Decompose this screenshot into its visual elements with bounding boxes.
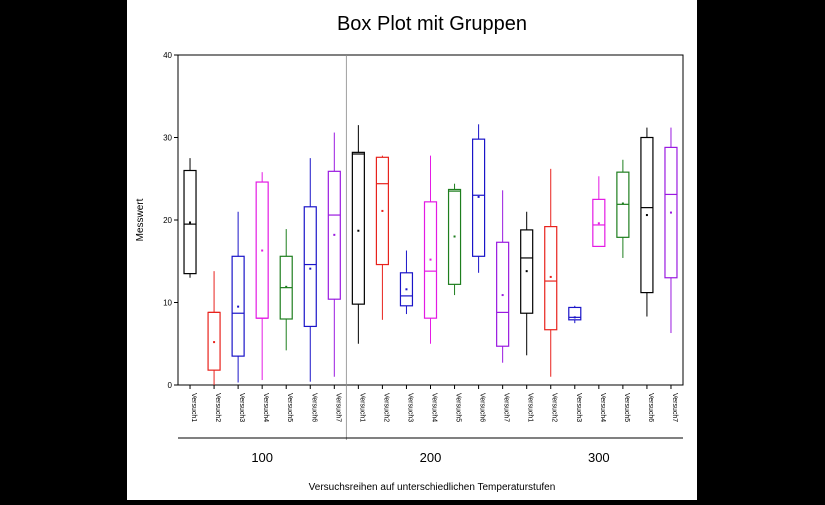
box — [207, 271, 221, 385]
box-iqr — [231, 255, 245, 357]
mean-marker — [549, 275, 552, 278]
category-label: Versuch7 — [503, 393, 510, 422]
box — [183, 158, 197, 278]
group-label: 300 — [588, 450, 610, 465]
box — [496, 190, 510, 363]
category-label: Versuch7 — [671, 393, 678, 422]
chart-frame: Box Plot mit Gruppen 0 10 20 30 40 Versuch1 V… — [127, 0, 697, 500]
mean-marker — [213, 341, 216, 344]
category-label: Versuch2 — [382, 393, 389, 422]
mean-marker — [405, 288, 408, 291]
mean-marker — [285, 285, 288, 288]
category-label: Versuch5 — [623, 393, 630, 422]
box — [303, 158, 317, 382]
box-iqr — [471, 138, 486, 257]
axes: 0 10 20 30 40 — [163, 51, 684, 440]
category-label: Versuch3 — [238, 393, 245, 422]
y-tick-label: 0 — [168, 381, 173, 390]
box-iqr — [399, 272, 414, 307]
box — [423, 155, 438, 344]
x-axis-label: Versuchsreihen auf unterschiedlichen Tem… — [309, 482, 556, 493]
box — [279, 229, 293, 351]
category-labels: Versuch1 Versuch2 Versuch3 Versuch4 Versuch5… — [190, 393, 678, 465]
box-iqr — [592, 198, 606, 248]
mean-marker — [357, 229, 360, 232]
category-label: Versuch2 — [551, 393, 558, 422]
box — [471, 124, 486, 273]
category-label: Versuch6 — [479, 393, 486, 422]
category-label: Versuch5 — [286, 393, 293, 422]
box-iqr — [375, 156, 390, 266]
mean-marker — [669, 211, 672, 214]
box — [327, 132, 341, 377]
category-label: Versuch2 — [214, 393, 221, 422]
box — [375, 155, 390, 320]
chart-title: Box Plot mit Gruppen — [337, 13, 527, 35]
category-label: Versuch1 — [527, 393, 534, 422]
box — [664, 127, 678, 334]
y-tick-label: 40 — [163, 51, 172, 60]
mean-marker — [189, 221, 192, 224]
box — [616, 159, 630, 258]
box-iqr — [351, 151, 365, 305]
group-label: 100 — [251, 450, 273, 465]
box-iqr — [447, 188, 462, 285]
box-iqr — [544, 226, 558, 331]
mean-marker — [381, 209, 384, 212]
box-iqr — [568, 306, 582, 321]
box-iqr — [520, 229, 534, 314]
mean-marker — [621, 202, 624, 205]
mean-marker — [501, 294, 504, 297]
box — [255, 172, 269, 381]
category-label: Versuch7 — [334, 393, 341, 422]
mean-marker — [477, 195, 480, 198]
category-label: Versuch4 — [262, 393, 269, 422]
y-tick-label: 30 — [163, 134, 172, 143]
box-iqr — [640, 136, 654, 294]
box-iqr — [327, 170, 341, 300]
y-axis-label: Messwert — [135, 198, 146, 241]
mean-marker — [261, 249, 264, 252]
box-iqr — [303, 206, 317, 328]
mean-marker — [429, 258, 432, 261]
category-label: Versuch6 — [310, 393, 317, 422]
box — [447, 183, 462, 296]
mean-marker — [333, 233, 336, 236]
plot-area — [183, 124, 678, 385]
mean-marker — [309, 267, 312, 270]
category-label: Versuch1 — [358, 393, 365, 422]
category-label: Versuch4 — [431, 393, 438, 422]
category-label: Versuch6 — [647, 393, 654, 422]
mean-marker — [645, 214, 648, 217]
box — [520, 211, 534, 356]
box — [544, 168, 558, 377]
box — [592, 176, 606, 248]
box-iqr — [664, 146, 678, 279]
mean-marker — [453, 235, 456, 238]
category-label: Versuch5 — [455, 393, 462, 422]
category-label: Versuch4 — [599, 393, 606, 422]
box — [351, 125, 365, 344]
mean-marker — [525, 270, 528, 273]
group-label: 200 — [420, 450, 442, 465]
mean-marker — [573, 316, 576, 319]
category-label: Versuch3 — [575, 393, 582, 422]
mean-marker — [597, 222, 600, 225]
box — [568, 305, 582, 324]
category-label: Versuch1 — [190, 393, 197, 422]
y-tick-label: 10 — [163, 299, 172, 308]
category-label: Versuch3 — [406, 393, 413, 422]
box — [231, 211, 245, 383]
box — [640, 127, 654, 317]
box — [399, 250, 414, 315]
mean-marker — [237, 305, 240, 308]
y-tick-label: 20 — [163, 216, 172, 225]
box-iqr — [183, 169, 197, 275]
box-iqr — [496, 241, 510, 347]
box-iqr — [423, 201, 438, 319]
